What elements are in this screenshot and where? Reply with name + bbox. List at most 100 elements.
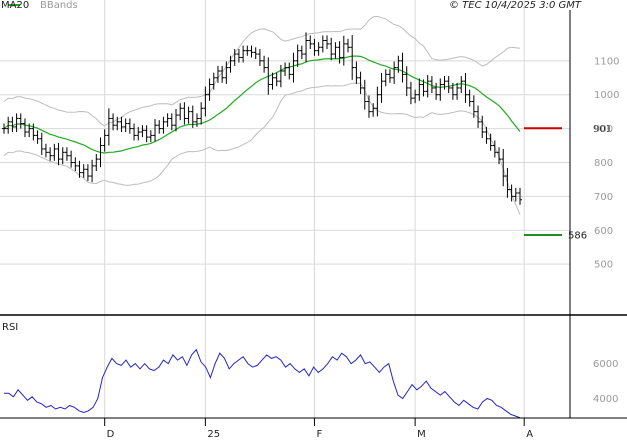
ohlc-bar <box>371 103 376 117</box>
ohlc-bar <box>358 71 363 95</box>
ohlc-bar <box>484 126 489 144</box>
ohlc-bar <box>333 42 338 60</box>
ohlc-bar <box>85 164 90 182</box>
ohlc-bar <box>224 61 229 84</box>
ohlc-bar <box>249 45 254 58</box>
resistance-level-label: 901 <box>593 124 612 135</box>
bollinger-bands <box>3 15 521 215</box>
ohlc-bar <box>228 55 233 73</box>
ohlc-bar <box>320 35 325 53</box>
ohlc-bar <box>312 38 317 56</box>
ohlc-bar <box>375 86 380 117</box>
bband-lower-line <box>3 82 521 215</box>
ohlc-bar <box>308 35 313 49</box>
ohlc-bar <box>111 113 116 131</box>
ma20-line <box>3 55 521 154</box>
ohlc-bar <box>203 86 208 117</box>
ohlc-bar <box>408 81 413 105</box>
ohlc-bar <box>295 44 300 67</box>
legend-ma20: MA20 <box>1 0 29 11</box>
ohlc-bar <box>161 116 166 134</box>
ohlc-bar <box>77 160 82 178</box>
ohlc-bar <box>64 147 69 161</box>
ohlc-bar <box>497 147 502 165</box>
ohlc-bar <box>434 82 439 100</box>
gridlines <box>0 0 570 418</box>
time-axis: D 25 F M A <box>104 418 533 440</box>
ohlc-bar <box>421 79 426 97</box>
ohlc-bar <box>266 57 271 95</box>
ohlc-bar <box>115 116 120 131</box>
ohlc-bar <box>60 147 65 165</box>
ohlc-bar <box>505 167 510 198</box>
ohlc-bar <box>396 55 401 73</box>
ohlc-bar <box>413 89 418 104</box>
ohlc-bar <box>425 75 430 98</box>
ohlc-bar <box>450 82 455 100</box>
source-timestamp: © TEC 10/4/2025 3:0 GMT <box>449 0 582 11</box>
ohlc-bar <box>174 108 178 132</box>
ohlc-bar <box>73 157 78 171</box>
ohlc-bar <box>169 113 174 131</box>
ohlc-bar <box>22 118 27 138</box>
ohlc-bar <box>270 72 275 90</box>
ohlc-bar <box>190 105 195 128</box>
ohlc-bar <box>291 52 296 83</box>
ohlc-bar <box>102 129 107 152</box>
ohlc-bar <box>245 45 250 56</box>
ohlc-bar <box>157 120 162 134</box>
ohlc-bar <box>492 140 497 158</box>
ohlc-bar <box>350 35 355 80</box>
ohlc-bar <box>123 118 128 132</box>
ohlc-bar <box>429 76 434 94</box>
price-levels: 901 586 <box>524 124 612 242</box>
ohlc-bar <box>400 52 405 83</box>
ohlc-bar <box>211 72 216 90</box>
ohlc-bar <box>471 95 476 118</box>
rsi-axis: 4000 6000 <box>593 359 618 405</box>
ohlc-bar <box>220 65 225 83</box>
x-tick-label: F <box>316 429 322 440</box>
ohlc-bar <box>459 76 464 94</box>
ohlc-bar <box>35 130 40 144</box>
ohlc-bar <box>253 47 258 60</box>
x-tick-label: A <box>526 429 533 440</box>
ohlc-bar <box>39 132 44 156</box>
ohlc-bar <box>387 69 392 83</box>
ohlc-bar <box>18 113 23 129</box>
ohlc-bar <box>199 102 204 125</box>
ohlc-bar <box>215 65 220 83</box>
ohlc-bar <box>442 76 447 90</box>
ohlc-bar <box>14 113 19 132</box>
ohlc-bar <box>383 69 388 87</box>
ohlc-bar <box>299 45 304 60</box>
price-tick-label: 500 <box>594 260 613 271</box>
ohlc-bar <box>509 184 514 202</box>
ohlc-bar <box>182 102 187 125</box>
ohlc-bar <box>463 73 468 103</box>
ohlc-bar <box>186 106 191 124</box>
ohlc-bar <box>56 142 61 166</box>
ohlc-bar <box>518 187 522 205</box>
ohlc-bar <box>153 119 158 142</box>
ohlc-bar <box>379 73 384 103</box>
ohlc-bar <box>232 48 237 66</box>
price-tick-label: 600 <box>594 226 613 237</box>
ohlc-bar <box>337 41 342 64</box>
price-bars <box>2 32 522 205</box>
ohlc-bar <box>144 125 149 143</box>
ohlc-bar <box>48 147 53 161</box>
ohlc-bar <box>476 105 481 128</box>
ohlc-bar <box>262 55 267 73</box>
ohlc-bar <box>417 78 422 101</box>
ohlc-bar <box>2 123 6 134</box>
moving-average <box>3 55 521 154</box>
price-tick-label: 900 <box>594 124 613 135</box>
ohlc-bar <box>43 143 48 158</box>
price-tick-label: 1000 <box>594 90 619 101</box>
ohlc-bar <box>274 72 279 87</box>
ohlc-bar <box>6 116 11 134</box>
ohlc-bar <box>287 62 292 80</box>
ohlc-bar <box>136 126 141 141</box>
